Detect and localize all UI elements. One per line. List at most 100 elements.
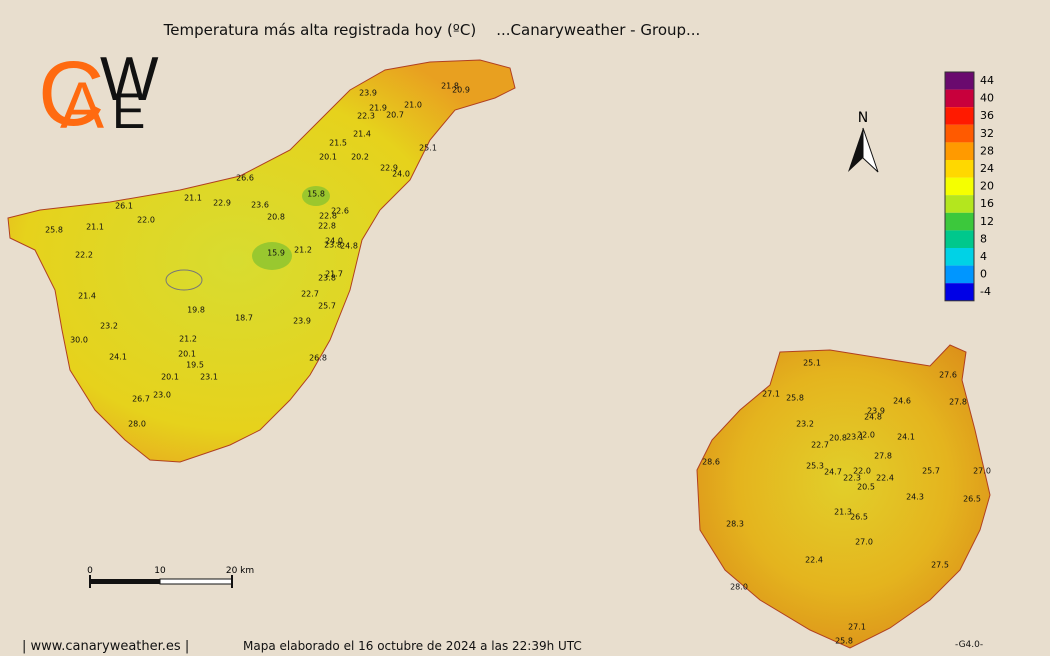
station-value: 23.9 — [867, 407, 885, 416]
legend-label: 44 — [980, 74, 994, 87]
station-value: 27.1 — [762, 390, 780, 399]
legend-swatch — [945, 212, 974, 231]
legend-label: 20 — [980, 180, 994, 193]
station-value: 24.7 — [824, 468, 842, 477]
legend-swatch — [945, 177, 974, 196]
scale-bar: 0 10 20 km — [87, 566, 254, 588]
station-value: 23.1 — [846, 433, 864, 442]
station-value: 27.0 — [973, 467, 991, 476]
station-value: 26.8 — [309, 354, 327, 363]
station-value: 15.9 — [267, 249, 285, 258]
station-value: 22.8 — [318, 222, 336, 231]
legend-label: 4 — [980, 250, 987, 263]
station-value: 20.9 — [452, 86, 470, 95]
teide-crater — [165, 269, 203, 291]
legend-label: 0 — [980, 268, 987, 281]
scale-label: 20 km — [226, 566, 254, 576]
station-value: 24.0 — [392, 170, 410, 179]
legend-swatch — [945, 195, 974, 213]
station-value: 28.0 — [128, 420, 146, 429]
north-arrow — [862, 127, 879, 173]
station-value: 15.8 — [307, 190, 325, 199]
station-value: 28.0 — [730, 583, 748, 592]
legend-swatch — [945, 72, 974, 90]
station-value: 25.8 — [835, 637, 853, 646]
station-value: 24.6 — [893, 397, 911, 406]
station-value: 20.7 — [386, 111, 404, 120]
logo-letter: W — [100, 45, 159, 114]
station-value: 26.7 — [132, 395, 150, 404]
station-value: 25.1 — [419, 144, 437, 153]
station-value: 25.8 — [45, 226, 63, 235]
station-value: 22.9 — [213, 199, 231, 208]
legend-swatch — [945, 230, 974, 248]
gran-canaria-island — [696, 344, 991, 649]
station-value: 18.7 — [235, 314, 253, 323]
station-value: 24.0 — [325, 237, 343, 246]
north-label: N — [858, 110, 868, 126]
logo: C A W E — [38, 43, 159, 145]
legend-label: 28 — [980, 144, 994, 157]
station-value: 28.6 — [702, 458, 720, 467]
legend-swatch — [945, 89, 974, 108]
station-value: 22.7 — [301, 290, 319, 299]
footer-site: | www.canaryweather.es | — [22, 639, 189, 654]
station-value: 26.1 — [115, 202, 133, 211]
station-value: 21.2 — [294, 246, 312, 255]
station-value: 27.0 — [855, 538, 873, 547]
station-value: 21.2 — [179, 335, 197, 344]
legend-swatch — [945, 265, 974, 284]
station-value: 25.8 — [786, 394, 804, 403]
legend-label: 36 — [980, 109, 994, 122]
legend-label: 12 — [980, 215, 994, 228]
station-value: 22.0 — [137, 216, 155, 225]
station-value: 30.0 — [70, 336, 88, 345]
station-value: 23.2 — [796, 420, 814, 429]
logo-letter: A — [60, 68, 104, 142]
station-value: 23.9 — [293, 317, 311, 326]
legend-label: 32 — [980, 127, 994, 140]
legend-label: -4 — [980, 285, 991, 298]
station-value: 21.1 — [184, 194, 202, 203]
legend-swatch — [945, 160, 974, 178]
station-value: 20.2 — [351, 153, 369, 162]
station-value: 20.8 — [267, 213, 285, 222]
station-value: 20.8 — [829, 434, 847, 443]
station-value: 25.1 — [803, 359, 821, 368]
station-value: 24.3 — [906, 493, 924, 502]
station-value: 23.6 — [251, 201, 269, 210]
scale-label: 0 — [87, 566, 93, 576]
station-value: 23.2 — [100, 322, 118, 331]
station-value: 21.5 — [329, 139, 347, 148]
station-value: 22.8 — [319, 212, 337, 221]
station-value: 23.8 — [318, 274, 336, 283]
station-value: 22.6 — [331, 207, 349, 216]
station-value: 21.8 — [441, 82, 459, 91]
legend-label: 8 — [980, 232, 987, 245]
summit-area — [252, 242, 292, 270]
station-value: 24.8 — [340, 242, 358, 251]
station-value: 22.2 — [75, 251, 93, 260]
north-arrow — [848, 128, 863, 172]
summit-area — [302, 186, 330, 206]
station-value: 27.6 — [939, 371, 957, 380]
stations: 23.9 21.820.9 21.9 21.0 22.3 20.7 21.4 25.1 21.5… — [45, 82, 991, 646]
station-value: 25.7 — [922, 467, 940, 476]
footer-version: -G4.0- — [955, 640, 983, 650]
station-value: 20.1 — [178, 350, 196, 359]
station-value: 26.5 — [850, 513, 868, 522]
station-value: 26.6 — [236, 174, 254, 183]
legend-swatch — [945, 248, 974, 266]
station-value: 21.3 — [834, 508, 852, 517]
station-value: 21.1 — [86, 223, 104, 232]
station-value: 21.7 — [325, 270, 343, 279]
station-value: 19.5 — [186, 361, 204, 370]
station-value: 24.8 — [864, 413, 882, 422]
station-value: 20.1 — [161, 373, 179, 382]
station-value: 23.9 — [359, 89, 377, 98]
station-value: 21.4 — [78, 292, 96, 301]
station-value: 23.0 — [153, 391, 171, 400]
legend-swatch — [945, 283, 974, 301]
station-value: 27.8 — [874, 452, 892, 461]
